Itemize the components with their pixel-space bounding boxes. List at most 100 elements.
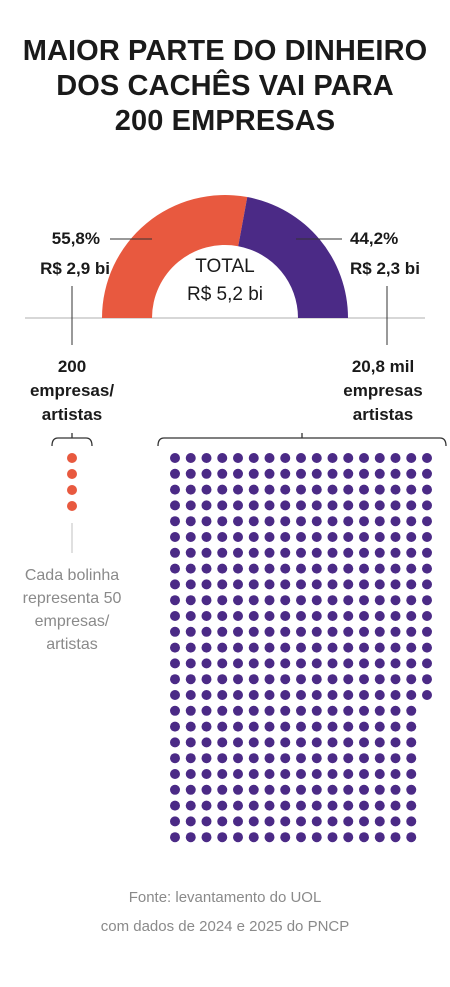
dot-artists [327, 563, 338, 574]
dot-artists [406, 516, 417, 527]
dot-artists [422, 484, 432, 495]
dot-artists [374, 737, 385, 748]
dot-artists [248, 484, 259, 495]
center-value: R$ 5,2 bi [186, 284, 264, 305]
dot-artists [185, 832, 196, 843]
dot-artists [359, 784, 369, 795]
dot-artists [374, 532, 385, 542]
dot-artists [374, 784, 385, 795]
dot-artists [359, 658, 369, 669]
dot-artists [343, 611, 354, 621]
dot-artists [280, 832, 291, 843]
slice-percent-companies: 55,8% [51, 229, 100, 248]
dot-artists [422, 642, 432, 653]
dot-artists [359, 674, 369, 685]
dot-artists [264, 658, 275, 669]
dot-artists [280, 579, 291, 590]
dot-artists [201, 658, 212, 669]
dot-artists [343, 721, 354, 732]
dot-artists [327, 453, 338, 463]
dot-artists [296, 595, 306, 606]
dot-artists [296, 500, 306, 511]
dot-artists [217, 579, 228, 590]
dot-artists [264, 832, 275, 843]
dot-artists [296, 800, 306, 811]
dot-artists [217, 642, 228, 653]
dot-artists [327, 753, 338, 764]
dot-artists [390, 532, 401, 542]
dot-artists [217, 658, 228, 669]
dot-artists [327, 769, 338, 779]
dot-artists [406, 611, 417, 621]
dot-artists [280, 769, 291, 779]
dot-artists [406, 832, 417, 843]
dot-artists [248, 737, 259, 748]
dot-artists [185, 547, 196, 558]
dot-artists [296, 690, 306, 700]
dot-artists [327, 832, 338, 843]
dot-artists [296, 737, 306, 748]
dot-artists [406, 547, 417, 558]
dot-artists [406, 737, 417, 748]
dot-artists [248, 642, 259, 653]
dot-artists [201, 532, 212, 542]
dot-artists [296, 516, 306, 527]
dot-artists [217, 816, 228, 827]
dot-artists [374, 468, 385, 479]
dot-artists [201, 579, 212, 590]
dot-artists [201, 500, 212, 511]
dot-companies [67, 469, 77, 479]
dot-artists [233, 579, 243, 590]
dot-artists [264, 468, 275, 479]
dot-artists [201, 753, 212, 764]
dot-artists [406, 753, 417, 764]
dot-artists [359, 563, 369, 574]
dot-artists [185, 769, 196, 779]
dot-artists [264, 611, 275, 621]
group-label-artists-line-2: empresas [343, 381, 423, 400]
dot-artists [343, 658, 354, 669]
dot-artists [311, 753, 322, 764]
dot-artists [390, 674, 401, 685]
dot-artists [311, 547, 322, 558]
dot-artists [422, 563, 432, 574]
dot-artists [264, 532, 275, 542]
dot-artists [217, 468, 228, 479]
dot-artists [217, 532, 228, 542]
dot-artists [280, 642, 291, 653]
dot-artists [327, 705, 338, 716]
dot-artists [264, 674, 275, 685]
dot-artists [217, 800, 228, 811]
dot-artists [343, 563, 354, 574]
dot-artists [248, 595, 259, 606]
dot-artists [359, 500, 369, 511]
group-label-companies-line-2: empresas/ [29, 381, 115, 400]
dot-artists [327, 800, 338, 811]
dot-artists [233, 705, 243, 716]
dot-artists [233, 595, 243, 606]
dot-artists [390, 453, 401, 463]
dot-artists [374, 484, 385, 495]
dot-artists [311, 816, 322, 827]
dot-artists [264, 626, 275, 637]
dot-artists [406, 658, 417, 669]
dot-artists [327, 579, 338, 590]
dot-artists [343, 816, 354, 827]
dot-artists [327, 784, 338, 795]
dot-artists [264, 784, 275, 795]
dot-artists [359, 516, 369, 527]
dot-artists [359, 705, 369, 716]
dot-artists [374, 690, 385, 700]
dot-artists [406, 674, 417, 685]
dot-artists [343, 737, 354, 748]
dot-artists [201, 563, 212, 574]
dot-artists [264, 547, 275, 558]
dot-artists [311, 737, 322, 748]
dot-artists [327, 721, 338, 732]
dot-artists [422, 500, 432, 511]
dot-artists [185, 658, 196, 669]
dot-artists [374, 769, 385, 779]
dot-artists [170, 816, 180, 827]
dot-artists [311, 642, 322, 653]
dot-artists [248, 753, 259, 764]
